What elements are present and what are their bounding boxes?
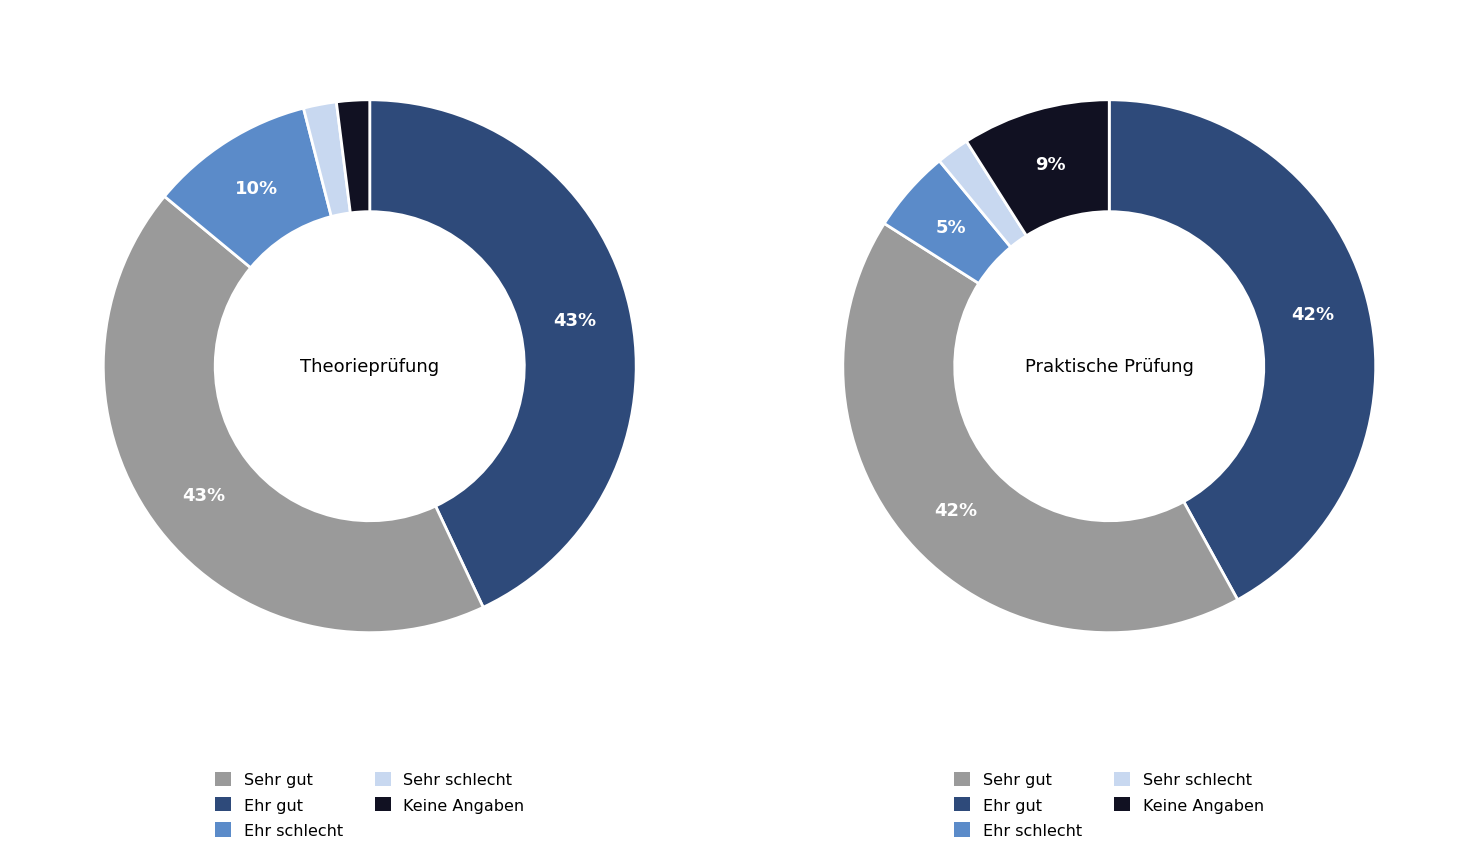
Wedge shape	[370, 101, 636, 607]
Text: 42%: 42%	[1291, 305, 1334, 323]
Text: Theorieprüfung: Theorieprüfung	[300, 357, 439, 376]
Wedge shape	[164, 109, 331, 269]
Wedge shape	[843, 224, 1238, 633]
Text: 43%: 43%	[553, 312, 596, 330]
Wedge shape	[336, 101, 370, 213]
Wedge shape	[303, 102, 351, 218]
Text: 42%: 42%	[935, 502, 978, 519]
Wedge shape	[884, 162, 1010, 284]
Legend: Sehr gut, Ehr gut, Ehr schlecht, Sehr schlecht, Keine Angaben: Sehr gut, Ehr gut, Ehr schlecht, Sehr sc…	[214, 772, 525, 838]
Text: 43%: 43%	[182, 487, 225, 505]
Wedge shape	[1109, 101, 1375, 600]
Legend: Sehr gut, Ehr gut, Ehr schlecht, Sehr schlecht, Keine Angaben: Sehr gut, Ehr gut, Ehr schlecht, Sehr sc…	[954, 772, 1265, 838]
Wedge shape	[966, 101, 1109, 236]
Wedge shape	[939, 142, 1026, 248]
Text: 5%: 5%	[936, 218, 967, 237]
Text: 10%: 10%	[235, 180, 278, 198]
Text: Praktische Prüfung: Praktische Prüfung	[1025, 357, 1194, 376]
Text: 9%: 9%	[1035, 156, 1066, 174]
Wedge shape	[104, 197, 484, 633]
